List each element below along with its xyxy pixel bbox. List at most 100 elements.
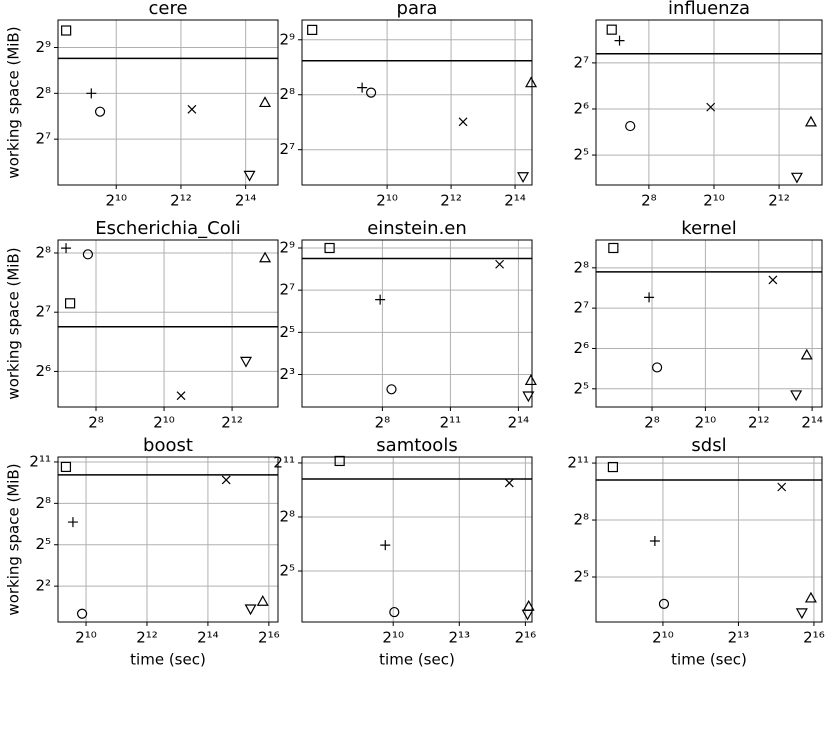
marker-square [60, 461, 72, 473]
marker-plus [375, 294, 386, 305]
marker-triangle-up [522, 599, 535, 611]
plot-frame [301, 19, 533, 186]
x-tick-label: 2¹⁶ [803, 629, 825, 647]
y-tick-label: 2⁸ [35, 84, 51, 102]
x-tick-label: 2¹³ [449, 629, 471, 647]
plot-frame [57, 239, 279, 408]
y-tick-label: 2⁷ [573, 299, 589, 317]
marker-square [608, 242, 619, 254]
x-tick-label: 2¹² [748, 414, 770, 432]
marker-plus [67, 517, 78, 528]
plot-frame [301, 456, 533, 623]
y-tick-label: 2² [35, 577, 51, 595]
marker-triangle-up [525, 76, 538, 88]
y-tick-label: 2⁸ [573, 258, 589, 276]
y-tick-label: 2⁹ [35, 38, 51, 56]
marker-square [334, 455, 345, 467]
y-tick-label: 2⁵ [35, 535, 51, 553]
x-tick-label: 2¹⁴ [504, 192, 526, 210]
x-tick-label: 2¹⁰ [75, 629, 97, 647]
marker-circle [94, 106, 106, 117]
marker-circle [76, 608, 88, 619]
panel: 2¹⁰ 2¹² 2¹⁴ 2⁷ 2⁸ 2⁹ para [279, 0, 538, 210]
marker-x [221, 475, 231, 485]
y-tick-label: 2⁸ [279, 507, 295, 525]
y-axis-label: working space (MiB) [5, 463, 23, 615]
panel: 2⁸ 2¹¹ 2¹⁴ 2³ 2⁵ 2⁷ 2⁹ einstein.en [279, 218, 537, 432]
marker-square [607, 461, 618, 473]
marker-plus [357, 82, 368, 93]
marker-plus [614, 35, 625, 46]
y-tick-label: 2¹¹ [567, 454, 589, 472]
x-tick-label: 2¹⁰ [153, 414, 175, 432]
y-tick-label: 2⁹ [279, 238, 295, 256]
marker-square [606, 24, 617, 35]
plot-frame [57, 456, 279, 623]
x-tick-label: 2¹⁰ [105, 192, 127, 210]
panel: 2¹⁰ 2¹³ 2¹⁶ 2⁵ 2⁸ 2¹¹ sdsl time (sec) [567, 435, 824, 669]
marker-x [504, 478, 514, 488]
x-tick-label: 2⁸ [375, 414, 391, 432]
x-tick-label: 2¹⁴ [801, 414, 823, 432]
y-tick-label: 2⁸ [35, 494, 51, 512]
marker-triangle-up [800, 348, 813, 360]
marker-triangle-down [244, 604, 257, 616]
marker-square [65, 298, 76, 309]
x-tick-label: 2⁸ [644, 414, 660, 432]
y-tick-label: 2⁶ [573, 339, 589, 357]
marker-x [187, 104, 197, 114]
y-tick-label: 2⁵ [279, 323, 295, 341]
marker-x [176, 391, 186, 401]
marker-plus [61, 243, 72, 254]
marker-plus [649, 536, 660, 547]
x-tick-label: 2¹⁰ [695, 414, 717, 432]
chart-title: sdsl [691, 435, 726, 456]
marker-square [61, 25, 72, 36]
x-tick-label: 2¹³ [728, 629, 750, 647]
chart-title: cere [148, 0, 187, 19]
chart-title: para [397, 0, 438, 19]
marker-circle [625, 120, 636, 132]
panel: 2⁸ 2¹⁰ 2¹² 2¹⁴ 2⁵ 2⁶ 2⁷ 2⁸ kernel [573, 218, 822, 432]
marker-triangle-up [524, 374, 537, 386]
y-tick-label: 2¹¹ [29, 452, 51, 470]
chart-title: kernel [681, 218, 736, 239]
marker-x [768, 275, 778, 285]
y-tick-label: 2⁷ [279, 140, 295, 158]
marker-circle [386, 384, 397, 395]
plot-frame [301, 239, 533, 408]
x-tick-label: 2¹⁶ [258, 629, 280, 647]
marker-triangle-up [804, 115, 817, 127]
marker-circle [652, 362, 663, 373]
x-tick-label: 2¹¹ [440, 414, 462, 432]
marker-plus [380, 540, 391, 551]
x-tick-label: 2¹² [170, 192, 192, 210]
x-axis-label: time (sec) [130, 651, 206, 669]
y-axis-label: working space (MiB) [5, 26, 23, 178]
x-tick-label: 2¹² [768, 192, 790, 210]
x-tick-label: 2¹⁰ [703, 192, 725, 210]
y-tick-label: 2⁵ [573, 379, 589, 397]
plot-frame [57, 19, 279, 186]
marker-x [777, 482, 787, 492]
marker-triangle-up [259, 251, 272, 263]
marker-x [706, 102, 716, 112]
panel: 2¹⁰ 2¹² 2¹⁴ 2¹⁶ 2² 2⁵ 2⁸ 2¹¹ boost time (sec) work… [5, 435, 280, 669]
y-tick-label: 2⁷ [35, 130, 51, 148]
y-tick-label: 2⁵ [573, 567, 589, 585]
marker-triangle-down [795, 608, 808, 620]
marker-triangle-down [521, 609, 534, 621]
x-tick-label: 2⁸ [88, 414, 104, 432]
x-axis-label: time (sec) [671, 651, 747, 669]
chart-title: influenza [668, 0, 750, 19]
marker-triangle-down [790, 172, 803, 184]
chart-title: samtools [376, 435, 457, 456]
y-tick-label: 2³ [279, 365, 295, 383]
panel: 2⁸ 2¹⁰ 2¹² 2⁵ 2⁶ 2⁷ influenza [573, 0, 823, 210]
x-tick-label: 2¹² [221, 414, 243, 432]
x-tick-label: 2¹² [136, 629, 158, 647]
marker-plus [86, 88, 97, 99]
x-tick-label: 2¹⁰ [376, 192, 398, 210]
